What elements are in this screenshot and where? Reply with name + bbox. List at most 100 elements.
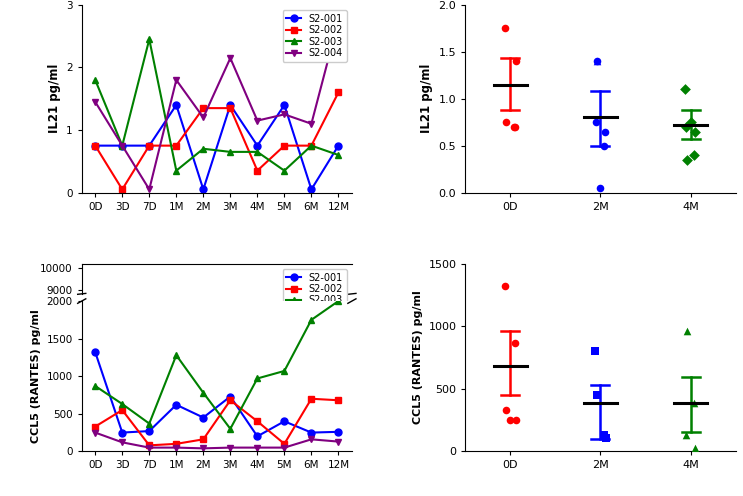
S2-004 [253,444,262,450]
S2-003 [226,426,235,432]
S2-001 [91,349,100,355]
S2-003 [91,383,100,389]
S2-002 [118,407,127,413]
S2-004 [91,99,100,105]
Point [680,431,692,439]
S2-004 [226,444,235,450]
Point [499,24,511,32]
S2-002 [334,89,343,95]
S2-002 [172,143,181,149]
S2-001 [280,102,289,108]
S2-004 [334,18,343,24]
S2-004 [280,112,289,118]
Point [688,151,700,159]
Legend: S2-001, S2-002, S2-003, S2-004: S2-001, S2-002, S2-003, S2-004 [282,269,347,321]
Point [509,339,521,347]
S2-003 [280,168,289,174]
S2-001 [280,418,289,424]
S2-003 [199,390,208,396]
S2-002 [226,397,235,403]
Line: S2-001: S2-001 [92,349,342,440]
Point [589,347,601,355]
S2-002 [91,143,100,149]
S2-001 [145,143,154,149]
S2-001 [226,393,235,399]
S2-003 [199,146,208,152]
S2-004 [307,121,316,126]
S2-003 [172,352,181,358]
S2-002 [199,436,208,442]
S2-002 [280,143,289,149]
S2-004 [172,77,181,83]
Point [500,118,512,126]
S2-003 [145,36,154,42]
Point [500,406,512,414]
S2-001 [118,143,127,149]
S2-003 [145,421,154,427]
S2-001 [334,143,343,149]
Y-axis label: CCL5 (RANTES) pg/ml: CCL5 (RANTES) pg/ml [31,310,41,443]
S2-002 [172,441,181,447]
Point [600,434,611,441]
S2-004 [118,143,127,149]
S2-002 [199,105,208,111]
S2-004 [199,445,208,451]
S2-002 [280,441,289,447]
S2-001 [91,143,100,149]
S2-001 [118,430,127,435]
Point [684,118,696,126]
S2-004 [91,430,100,435]
S2-003 [307,317,316,323]
Point [689,127,701,135]
S2-001 [253,434,262,439]
S2-004 [145,444,154,450]
S2-003 [307,143,316,149]
Point [679,85,691,93]
S2-002 [118,186,127,192]
S2-003 [172,168,181,174]
Point [594,184,606,192]
Line: S2-002: S2-002 [92,395,342,449]
Point [591,57,603,65]
S2-004 [145,186,154,192]
Y-axis label: CCL5 (RANTES) pg/ml: CCL5 (RANTES) pg/ml [413,291,423,425]
Line: S2-003: S2-003 [92,36,342,174]
S2-001 [307,430,316,435]
Line: S2-003: S2-003 [92,298,342,433]
S2-004 [118,439,127,445]
Point [510,57,522,65]
S2-004 [253,118,262,124]
S2-003 [226,149,235,155]
Y-axis label: IL21 pg/ml: IL21 pg/ml [48,64,60,133]
S2-003 [91,77,100,83]
Point [504,416,516,424]
S2-002 [91,424,100,430]
S2-003 [253,375,262,381]
Point [590,118,602,126]
S2-003 [118,401,127,407]
Y-axis label: IL21 pg/ml: IL21 pg/ml [420,64,433,133]
Line: S2-001: S2-001 [92,102,342,193]
S2-004 [334,438,343,444]
S2-003 [334,152,343,158]
S2-003 [253,149,262,155]
S2-002 [307,143,316,149]
S2-003 [334,298,343,304]
S2-004 [226,55,235,61]
Point [591,57,603,65]
Point [508,123,520,131]
Point [681,327,693,335]
Point [680,123,692,131]
S2-002 [253,168,262,174]
S2-002 [226,105,235,111]
S2-002 [307,396,316,402]
S2-001 [172,102,181,108]
Point [510,416,522,424]
Point [499,282,511,290]
Point [688,399,700,407]
Point [689,443,701,451]
S2-001 [199,186,208,192]
S2-002 [145,442,154,448]
S2-002 [145,143,154,149]
S2-004 [307,436,316,442]
